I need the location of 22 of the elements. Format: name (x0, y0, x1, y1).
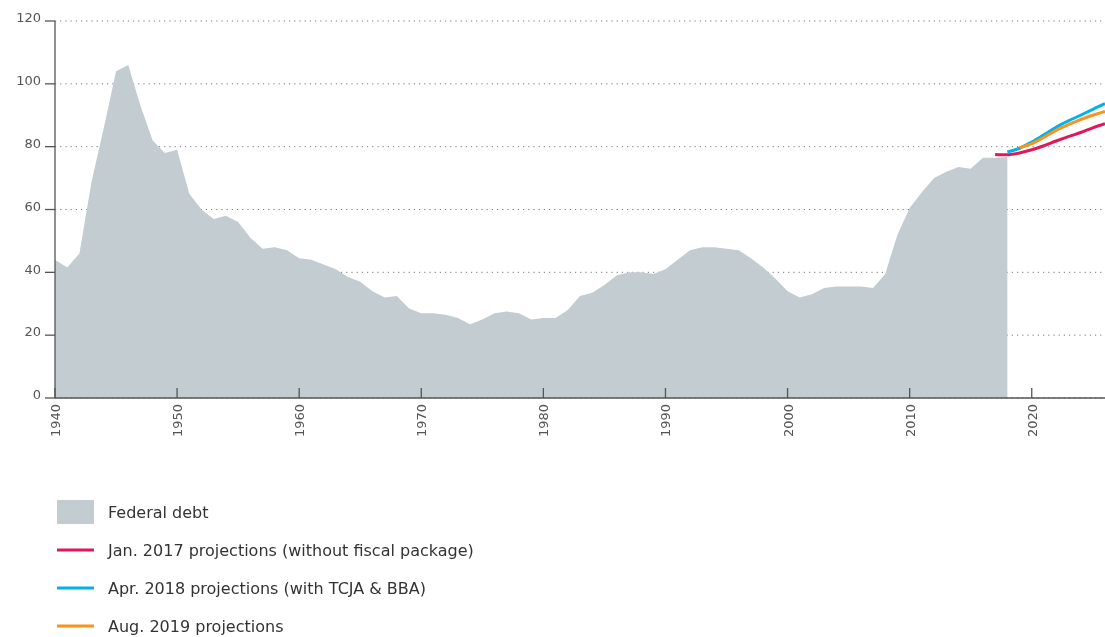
legend-label: Federal debt (108, 502, 209, 522)
x-tick-label: 1970 (414, 404, 430, 438)
x-tick-label: 1960 (292, 404, 308, 438)
y-tick-label: 40 (24, 261, 41, 277)
x-tick-label: 1940 (48, 404, 63, 438)
line-series (1018, 109, 1105, 150)
x-tick-label: 1950 (170, 404, 186, 438)
y-tick-label: 0 (32, 387, 41, 403)
y-tick-label: 60 (24, 198, 41, 214)
legend-label: Apr. 2018 projections (with TCJA & BBA) (108, 578, 426, 598)
legend-label: Jan. 2017 projections (without fiscal package) (107, 540, 474, 560)
y-tick-label: 120 (16, 10, 41, 26)
x-tick-label: 1990 (658, 404, 674, 438)
legend-label: Aug. 2019 projections (108, 616, 284, 636)
y-tick-label: 20 (24, 324, 41, 340)
line-series (993, 122, 1105, 157)
x-tick-label: 2010 (902, 404, 918, 438)
x-tick-label: 2020 (1024, 404, 1040, 438)
y-tick-label: 100 (16, 73, 41, 89)
x-tick-label: 1980 (536, 404, 552, 438)
x-tick-label: 2000 (780, 404, 796, 438)
y-tick-label: 80 (24, 135, 41, 151)
